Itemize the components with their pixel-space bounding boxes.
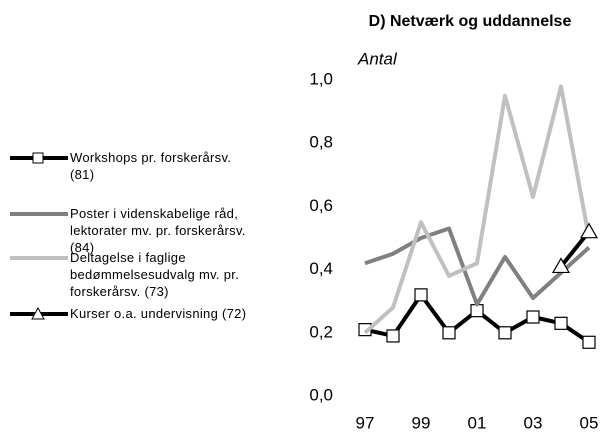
- chart-subtitle: Antal: [357, 49, 398, 68]
- y-tick-label: 0,6: [309, 196, 333, 215]
- x-tick-label: 97: [356, 413, 375, 432]
- legend-label: Poster i videnskabelige råd, lektorater …: [70, 206, 246, 255]
- x-tick-label: 01: [468, 413, 487, 432]
- marker: [526, 310, 540, 324]
- marker: [554, 316, 568, 330]
- x-tick-label: 99: [412, 413, 431, 432]
- legend-marker: [32, 152, 44, 164]
- y-tick-label: 0,0: [309, 385, 333, 404]
- marker: [498, 326, 512, 340]
- x-tick-label: 03: [524, 413, 543, 432]
- marker: [582, 335, 596, 349]
- legend-label: Kurser o.a. undervisning (72): [70, 306, 247, 321]
- y-tick-label: 0,4: [309, 259, 333, 278]
- legend-label: Deltagelse i faglige bedømmelsesudvalg m…: [70, 250, 240, 299]
- legend-marker: [31, 306, 45, 320]
- marker: [414, 288, 428, 302]
- y-tick-label: 1,0: [309, 69, 333, 88]
- series-line: [364, 226, 591, 307]
- chart-title: D) Netværk og uddannelse: [369, 13, 572, 30]
- x-tick-label: 05: [580, 413, 599, 432]
- marker: [551, 257, 571, 274]
- legend-label: Workshops pr. forskerårsv. (81): [70, 150, 232, 182]
- series-line: [363, 84, 591, 335]
- marker: [386, 329, 400, 343]
- marker: [470, 304, 484, 318]
- marker: [579, 222, 599, 239]
- marker: [442, 326, 456, 340]
- y-tick-label: 0,8: [309, 133, 333, 152]
- y-tick-label: 0,2: [309, 322, 333, 341]
